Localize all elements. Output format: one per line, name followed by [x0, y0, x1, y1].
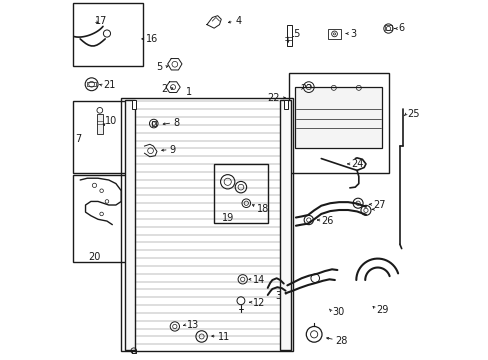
- Text: 21: 21: [103, 80, 116, 90]
- Bar: [283, 100, 287, 109]
- Bar: [280, 100, 290, 350]
- Text: 23: 23: [299, 84, 312, 94]
- Text: 26: 26: [321, 216, 333, 226]
- Text: 2: 2: [161, 84, 167, 94]
- Text: 31: 31: [275, 291, 287, 301]
- Text: 22: 22: [267, 93, 280, 103]
- Text: 3: 3: [349, 28, 355, 39]
- Text: 28: 28: [335, 336, 347, 346]
- Bar: [124, 100, 135, 350]
- Bar: [214, 164, 267, 223]
- Text: 25: 25: [406, 109, 419, 119]
- Bar: [288, 73, 388, 173]
- Text: 20: 20: [88, 252, 101, 262]
- Text: 30: 30: [331, 307, 344, 317]
- Bar: [121, 98, 292, 351]
- Text: 1: 1: [186, 87, 192, 98]
- Bar: [294, 87, 381, 148]
- Text: 6: 6: [397, 23, 404, 33]
- Text: 18: 18: [257, 203, 269, 213]
- Text: 16: 16: [146, 34, 158, 44]
- Text: 11: 11: [217, 332, 229, 342]
- Bar: [87, 82, 96, 86]
- Text: 24: 24: [351, 159, 363, 169]
- Text: 4: 4: [235, 16, 241, 26]
- Text: 5: 5: [156, 63, 162, 72]
- Text: 7: 7: [75, 134, 81, 144]
- Bar: [328, 29, 340, 39]
- Text: 17: 17: [94, 16, 106, 26]
- Text: 10: 10: [104, 116, 117, 126]
- Bar: [73, 102, 128, 173]
- Bar: [384, 24, 391, 30]
- Text: 14: 14: [253, 275, 265, 285]
- Bar: [73, 175, 128, 262]
- Text: 12: 12: [253, 298, 265, 308]
- Text: 29: 29: [376, 305, 388, 315]
- Text: 8: 8: [173, 118, 179, 128]
- Bar: [151, 121, 156, 126]
- Bar: [287, 25, 292, 46]
- Bar: [97, 114, 103, 134]
- Text: 19: 19: [222, 212, 234, 222]
- Text: 27: 27: [372, 200, 385, 210]
- Text: 9: 9: [169, 145, 175, 155]
- Text: 15: 15: [288, 28, 301, 39]
- Text: 13: 13: [187, 320, 199, 330]
- Bar: [132, 100, 135, 109]
- Bar: [73, 3, 142, 66]
